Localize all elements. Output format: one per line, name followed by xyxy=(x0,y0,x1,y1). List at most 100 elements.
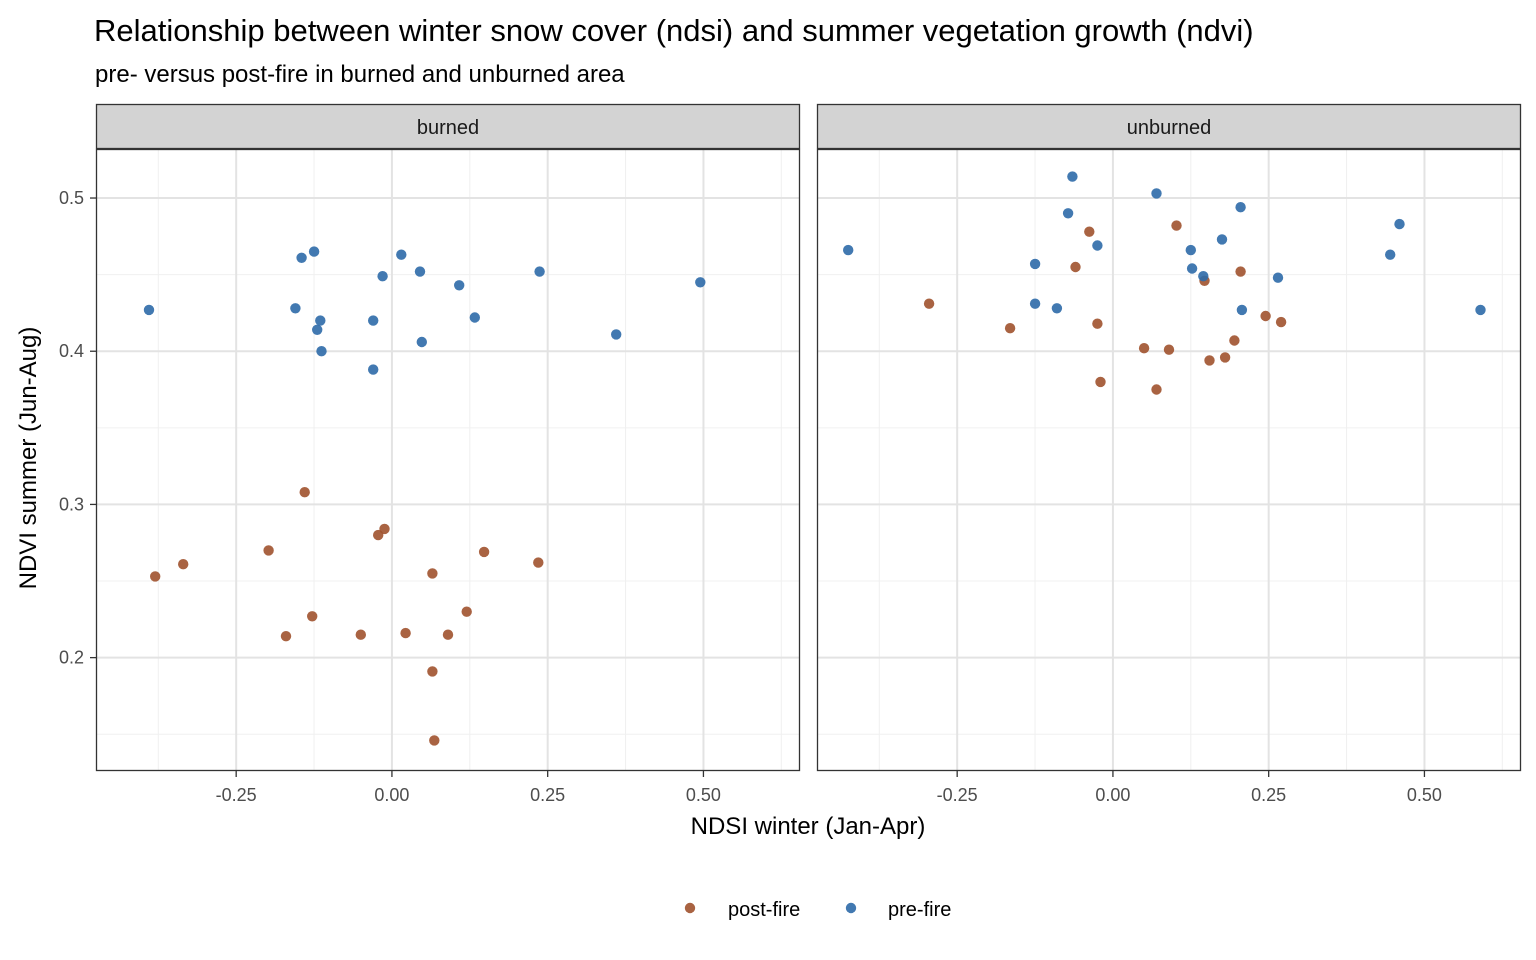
facet-strip-label: burned xyxy=(417,117,479,139)
data-point-post-fire xyxy=(533,557,544,568)
data-point-post-fire xyxy=(299,487,310,498)
data-point-pre-fire xyxy=(290,303,301,314)
x-tick-label: 0.50 xyxy=(1407,785,1442,805)
legend-label: pre-fire xyxy=(888,899,951,921)
data-point-post-fire xyxy=(150,571,161,582)
panel-border xyxy=(816,148,1522,772)
data-point-post-fire xyxy=(1260,310,1271,322)
data-point-pre-fire xyxy=(296,252,307,263)
data-point-post-fire xyxy=(1151,384,1162,395)
data-point-pre-fire xyxy=(1186,263,1198,274)
data-point-post-fire xyxy=(429,735,440,746)
legend-key-marker xyxy=(684,902,696,914)
legend-label: post-fire xyxy=(728,899,800,921)
data-point-post-fire xyxy=(263,545,274,556)
data-point-post-fire xyxy=(923,298,935,309)
data-point-post-fire xyxy=(461,606,472,617)
data-point-pre-fire xyxy=(534,266,545,277)
data-point-post-fire xyxy=(1219,352,1231,363)
data-point-pre-fire xyxy=(396,249,407,260)
data-point-pre-fire xyxy=(315,315,326,326)
x-tick-label: 0.25 xyxy=(530,785,565,805)
y-tick-label: 0.5 xyxy=(59,188,84,208)
x-axis-title: NDSI winter (Jan-Apr) xyxy=(691,813,926,840)
legend: post-fire pre-fire xyxy=(684,899,951,921)
data-point-post-fire xyxy=(427,568,438,579)
data-point-pre-fire xyxy=(1067,171,1078,182)
data-point-post-fire xyxy=(427,666,438,677)
data-point-pre-fire xyxy=(611,329,622,340)
legend-key-marker xyxy=(845,902,857,914)
x-tick-label: -0.25 xyxy=(216,785,257,805)
data-point-pre-fire xyxy=(1385,249,1396,260)
data-point-post-fire xyxy=(1092,318,1103,329)
data-point-pre-fire xyxy=(1029,258,1041,270)
panel-background xyxy=(96,149,800,771)
y-tick-label: 0.2 xyxy=(59,648,84,668)
data-point-pre-fire xyxy=(368,364,379,375)
data-point-post-fire xyxy=(1163,344,1175,355)
data-point-post-fire xyxy=(478,546,490,558)
data-point-pre-fire xyxy=(1272,272,1284,283)
data-point-pre-fire xyxy=(1092,240,1103,251)
legend-item-pre-fire: pre-fire xyxy=(845,899,951,921)
x-tick-label: 0.00 xyxy=(374,785,409,805)
data-point-pre-fire xyxy=(1062,208,1074,219)
y-tick-label: 0.3 xyxy=(59,494,84,514)
chart-subtitle: pre- versus post-fire in burned and unbu… xyxy=(95,61,625,88)
data-point-pre-fire xyxy=(469,312,480,323)
data-point-pre-fire xyxy=(414,266,426,277)
data-point-post-fire xyxy=(1204,355,1215,366)
data-point-post-fire xyxy=(1229,335,1240,346)
panel-unburned: unburned -0.25 0.00 0.25 0.50 xyxy=(816,103,1522,805)
series-post-fire xyxy=(150,487,544,746)
data-point-pre-fire xyxy=(1051,303,1063,314)
data-point-pre-fire xyxy=(1475,304,1486,316)
panel-background xyxy=(817,149,1521,771)
y-axis-title: NDVI summer (Jun-Aug) xyxy=(15,327,42,590)
data-point-pre-fire xyxy=(377,271,388,282)
y-tick-label: 0.4 xyxy=(59,341,84,361)
data-point-pre-fire xyxy=(454,280,465,291)
data-point-post-fire xyxy=(1070,261,1081,273)
data-point-pre-fire xyxy=(695,277,706,288)
data-point-pre-fire xyxy=(1198,271,1209,282)
x-tick-label: 0.50 xyxy=(686,785,721,805)
data-point-post-fire xyxy=(1171,220,1182,231)
data-point-pre-fire xyxy=(1236,304,1248,316)
data-point-pre-fire xyxy=(1029,298,1041,309)
series-pre-fire xyxy=(843,171,1486,316)
panel-burned: burned -0.25 0.00 0.25 0.50 0.2 0.3 0.4 0.5 xyxy=(59,103,801,805)
data-point-post-fire xyxy=(1235,266,1246,277)
data-point-pre-fire xyxy=(308,246,320,257)
data-point-pre-fire xyxy=(143,304,155,316)
data-point-post-fire xyxy=(1138,343,1150,354)
chart-title: Relationship between winter snow cover (… xyxy=(94,13,1254,48)
facet-strip-label: unburned xyxy=(1127,117,1212,139)
data-point-post-fire xyxy=(1084,226,1095,237)
data-point-pre-fire xyxy=(1216,234,1228,245)
series-pre-fire xyxy=(143,246,706,375)
data-point-pre-fire xyxy=(368,315,379,326)
facet-panels: burned -0.25 0.00 0.25 0.50 0.2 0.3 0.4 0.5 unbur… xyxy=(59,103,1522,805)
data-point-pre-fire xyxy=(1185,244,1197,256)
data-point-post-fire xyxy=(442,629,454,640)
data-point-post-fire xyxy=(307,611,318,622)
data-point-post-fire xyxy=(1095,376,1106,388)
legend-item-post-fire: post-fire xyxy=(684,899,800,921)
data-point-post-fire xyxy=(379,523,390,535)
facet-strip xyxy=(95,103,801,150)
data-point-post-fire xyxy=(355,629,366,640)
data-point-pre-fire xyxy=(316,346,327,357)
data-point-pre-fire xyxy=(843,244,854,256)
data-point-pre-fire xyxy=(1151,188,1162,199)
data-point-pre-fire xyxy=(312,324,323,335)
data-point-post-fire xyxy=(1275,316,1287,328)
facet-strip xyxy=(816,103,1522,150)
data-point-pre-fire xyxy=(416,336,427,348)
data-point-pre-fire xyxy=(1235,202,1246,213)
data-point-post-fire xyxy=(400,627,411,639)
panel-border xyxy=(95,148,801,772)
x-tick-label: 0.25 xyxy=(1251,785,1286,805)
